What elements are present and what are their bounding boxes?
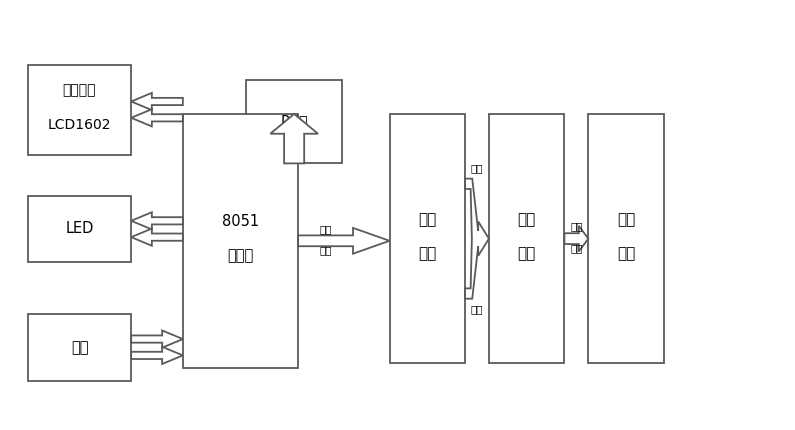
Text: 液晶显示: 液晶显示 <box>63 83 96 97</box>
Text: LED: LED <box>65 221 94 237</box>
Text: 功能: 功能 <box>471 304 483 314</box>
Text: 单片机: 单片机 <box>227 249 254 263</box>
Text: 驱动: 驱动 <box>570 221 583 232</box>
Polygon shape <box>131 93 183 110</box>
Text: 键盘: 键盘 <box>71 340 88 355</box>
Text: 8051: 8051 <box>222 214 259 229</box>
Text: 控制: 控制 <box>320 224 332 234</box>
Bar <box>588 114 664 363</box>
Bar <box>183 114 298 368</box>
Polygon shape <box>270 114 318 163</box>
Polygon shape <box>131 109 183 126</box>
Text: LCD1602: LCD1602 <box>48 118 111 132</box>
Text: 信号: 信号 <box>570 243 583 253</box>
Polygon shape <box>131 331 183 347</box>
Text: 电路: 电路 <box>518 246 536 261</box>
Bar <box>390 114 465 363</box>
Polygon shape <box>465 178 489 299</box>
Text: 驱动: 驱动 <box>518 212 536 227</box>
Bar <box>28 196 131 262</box>
Text: 电路: 电路 <box>418 246 436 261</box>
Polygon shape <box>298 228 390 254</box>
Bar <box>28 64 131 155</box>
Polygon shape <box>131 347 183 364</box>
Bar <box>246 80 342 163</box>
Polygon shape <box>131 212 183 230</box>
Polygon shape <box>564 226 588 252</box>
Text: 控制: 控制 <box>418 212 436 227</box>
Text: 细分: 细分 <box>471 163 483 173</box>
Bar <box>489 114 564 363</box>
Polygon shape <box>131 229 183 246</box>
Text: 步进: 步进 <box>617 212 635 227</box>
Text: 信号: 信号 <box>320 245 332 255</box>
Text: PC机: PC机 <box>281 114 308 129</box>
Text: 电机: 电机 <box>617 246 635 261</box>
Bar <box>28 314 131 381</box>
